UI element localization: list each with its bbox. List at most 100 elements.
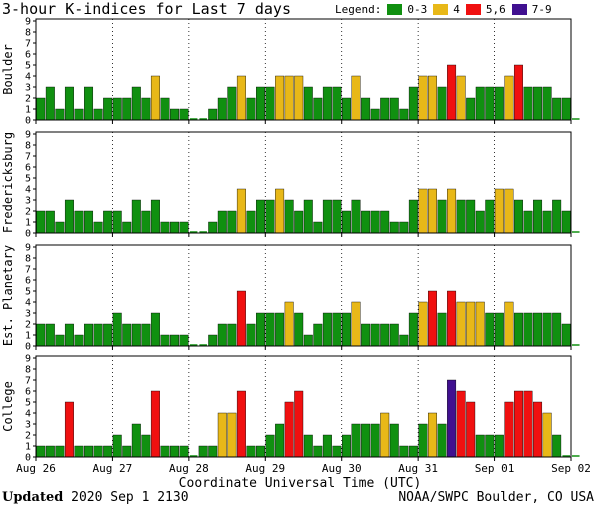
bar: [351, 301, 361, 347]
bar: [351, 75, 361, 121]
bar: [322, 199, 332, 234]
bar: [342, 210, 351, 234]
bar: [552, 199, 562, 234]
bar: [561, 210, 571, 234]
bar: [361, 323, 371, 347]
y-tick-label: 4: [25, 298, 31, 309]
bar: [523, 86, 533, 121]
bar: [265, 86, 275, 121]
legend-item-5-6: 5,6: [465, 3, 506, 16]
bar: [533, 86, 543, 121]
bar: [561, 323, 571, 347]
bar: [533, 312, 543, 347]
bar: [208, 445, 218, 458]
bar: [380, 97, 390, 121]
bar: [198, 445, 208, 458]
bar: [265, 199, 275, 234]
bar: [561, 97, 571, 121]
legend-text-0-3: 0-3: [407, 3, 428, 16]
bar: [437, 312, 447, 347]
bar: [150, 312, 160, 347]
bar: [284, 75, 294, 121]
bar: [485, 434, 495, 458]
bar: [351, 423, 361, 458]
bar: [303, 199, 313, 234]
bar: [84, 323, 94, 347]
bar: [466, 401, 476, 458]
x-tick-label: Aug 31: [398, 462, 438, 475]
y-tick-label: 3: [25, 83, 31, 94]
bar: [447, 379, 457, 458]
bar: [150, 390, 160, 458]
bar: [513, 199, 523, 234]
bar: [93, 323, 103, 347]
bar: [64, 323, 74, 347]
bar: [370, 210, 380, 234]
bar: [485, 86, 495, 121]
bar: [141, 210, 151, 234]
bar: [504, 301, 514, 347]
bar: [64, 401, 74, 458]
bar: [256, 312, 265, 347]
bar: [408, 199, 418, 234]
bar: [542, 210, 552, 234]
legend-swatch-7-9: [511, 4, 527, 15]
bar: [466, 199, 476, 234]
y-axis-label: College: [1, 381, 15, 432]
bar: [246, 445, 256, 458]
bar: [427, 188, 437, 234]
y-tick-label: 2: [25, 207, 31, 218]
legend-text-5-6: 5,6: [485, 3, 506, 16]
bar: [141, 97, 151, 121]
y-tick-label: 9: [25, 130, 31, 141]
bar: [160, 445, 170, 458]
y-tick-label: 7: [25, 152, 31, 163]
bar: [246, 323, 256, 347]
bar: [322, 86, 332, 121]
bar: [418, 75, 428, 121]
bar: [55, 108, 65, 121]
bar: [74, 210, 84, 234]
bar: [408, 86, 418, 121]
bar: [494, 86, 504, 121]
y-tick-label: 6: [25, 387, 31, 398]
bar: [36, 97, 46, 121]
updated-timestamp: Updated 2020 Sep 1 2130: [2, 490, 189, 505]
bar: [55, 221, 65, 234]
bar: [351, 199, 361, 234]
y-tick-label: 4: [25, 409, 31, 420]
bar: [427, 290, 437, 347]
bar: [418, 301, 428, 347]
bar: [112, 210, 122, 234]
bar: [513, 64, 523, 121]
bar: [84, 445, 94, 458]
bar: [361, 210, 371, 234]
bar: [475, 210, 485, 234]
bar: [74, 334, 84, 347]
bar: [103, 97, 113, 121]
y-tick-label: 3: [25, 196, 31, 207]
bar: [284, 301, 294, 347]
bar: [542, 412, 552, 458]
bar: [380, 412, 390, 458]
y-tick-label: 8: [25, 141, 31, 152]
bar: [513, 312, 523, 347]
y-tick-label: 1: [25, 105, 31, 116]
bar: [294, 390, 304, 458]
bar: [84, 86, 94, 121]
y-tick-label: 5: [25, 61, 31, 72]
updated-value: 2020 Sep 1 2130: [71, 490, 189, 505]
y-tick-label: 8: [25, 365, 31, 376]
bar: [227, 86, 237, 121]
bar: [370, 108, 380, 121]
bar: [160, 334, 170, 347]
bar: [208, 334, 218, 347]
bar: [112, 97, 122, 121]
bar: [275, 312, 285, 347]
bar: [265, 434, 275, 458]
y-tick-label: 1: [25, 442, 31, 453]
bar: [93, 221, 103, 234]
bar: [179, 334, 189, 347]
legend-text-7-9: 7-9: [531, 3, 552, 16]
